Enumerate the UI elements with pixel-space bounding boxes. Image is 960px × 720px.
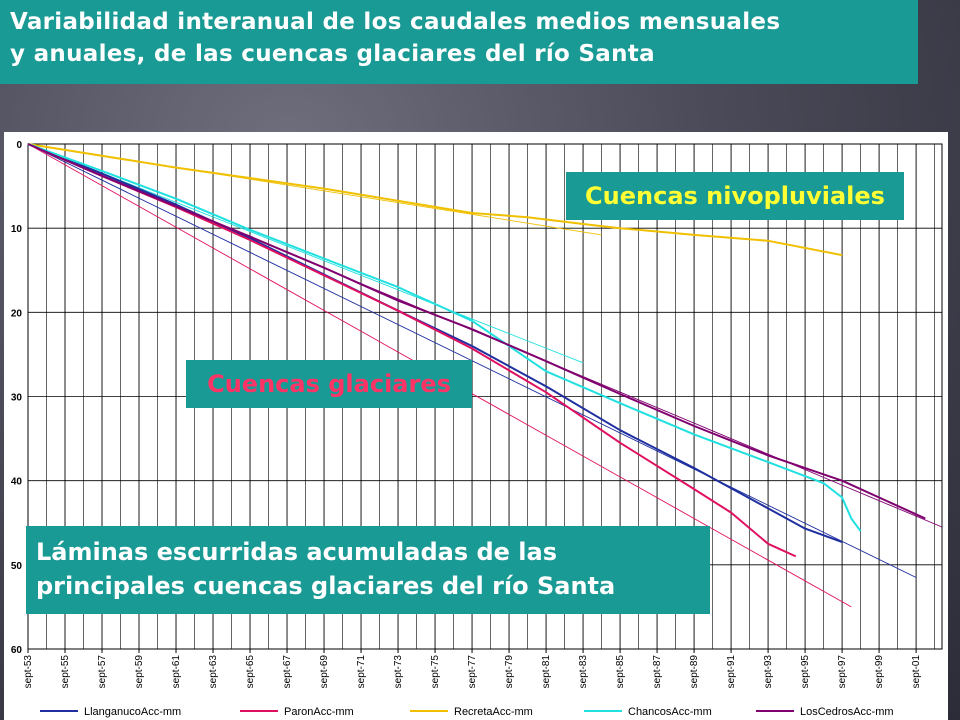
x-tick-label: sept-71 xyxy=(356,655,367,689)
y-tick-label: 20 xyxy=(11,308,23,319)
x-tick-label: sept-83 xyxy=(578,655,589,689)
x-tick-label: sept-85 xyxy=(615,655,626,689)
legend-label: RecretaAcc-mm xyxy=(454,706,533,718)
x-tick-label: sept-57 xyxy=(97,655,108,689)
slide-title-line-2: y anuales, de las cuencas glaciares del … xyxy=(10,41,655,67)
y-tick-label: 50 xyxy=(11,561,23,572)
x-tick-label: sept-87 xyxy=(652,655,663,689)
x-tick-label: sept-99 xyxy=(874,655,885,689)
legend-label: LosCedrosAcc-mm xyxy=(800,706,894,718)
y-tick-label: 0 xyxy=(16,140,22,151)
x-tick-label: sept-01 xyxy=(911,655,922,689)
slide-title: Variabilidad interanual de los caudales … xyxy=(0,0,918,84)
annotation-laminas-line-2: principales cuencas glaciares del río Sa… xyxy=(36,572,616,600)
x-tick-label: sept-81 xyxy=(541,655,552,689)
trend-line-LlanganucoAcc-mm xyxy=(27,143,917,578)
x-tick-label: sept-55 xyxy=(60,655,71,689)
y-tick-label: 30 xyxy=(11,393,23,404)
x-tick-label: sept-69 xyxy=(319,655,330,689)
chart-panel: 0 10 20 30 40 50 60 sept-53 sept-55 sept-57 sept-5… xyxy=(4,132,948,720)
x-tick-label: sept-63 xyxy=(208,655,219,689)
x-tick-label: sept-67 xyxy=(282,655,293,689)
x-tick-label: sept-73 xyxy=(393,655,404,689)
series-line-LlanganucoAcc-mm xyxy=(27,143,843,544)
annotation-cuencas-glaciares: Cuencas glaciares xyxy=(186,360,472,408)
series-line-LosCedrosAcc-mm xyxy=(27,143,926,520)
x-tick-label: sept-59 xyxy=(134,655,145,689)
x-tick-label: sept-61 xyxy=(171,655,182,689)
annotation-laminas-escurridas: Láminas escurridas acumuladas de las pri… xyxy=(26,526,710,614)
x-tick-label: sept-79 xyxy=(504,655,515,689)
x-tick-label: sept-65 xyxy=(245,655,256,689)
x-tick-label: sept-89 xyxy=(689,655,700,689)
x-tick-label: sept-95 xyxy=(800,655,811,689)
x-tick-label: sept-53 xyxy=(23,655,34,689)
slide-title-line-1: Variabilidad interanual de los caudales … xyxy=(10,9,781,35)
x-tick-label: sept-97 xyxy=(837,655,848,689)
y-tick-label: 10 xyxy=(11,224,23,235)
x-tick-label: sept-75 xyxy=(430,655,441,689)
annotation-cuencas-nivopluviales: Cuencas nivopluviales xyxy=(566,172,904,220)
annotation-laminas-line-1: Láminas escurridas acumuladas de las xyxy=(36,538,557,566)
x-tick-label: sept-93 xyxy=(763,655,774,689)
x-tick-label: sept-91 xyxy=(726,655,737,689)
y-tick-label: 40 xyxy=(11,477,23,488)
legend-label: ChancosAcc-mm xyxy=(628,706,712,718)
y-tick-label: 60 xyxy=(11,645,23,656)
x-tick-label: sept-77 xyxy=(467,655,478,689)
legend: LlanganucoAcc-mm ParonAcc-mm RecretaAcc-mm… xyxy=(40,706,894,718)
series-lines xyxy=(27,143,926,558)
legend-label: ParonAcc-mm xyxy=(284,706,354,718)
series-line-ChancosAcc-mm xyxy=(27,143,862,532)
series-line-RecretaAcc-mm xyxy=(27,143,843,257)
legend-label: LlanganucoAcc-mm xyxy=(84,706,181,718)
